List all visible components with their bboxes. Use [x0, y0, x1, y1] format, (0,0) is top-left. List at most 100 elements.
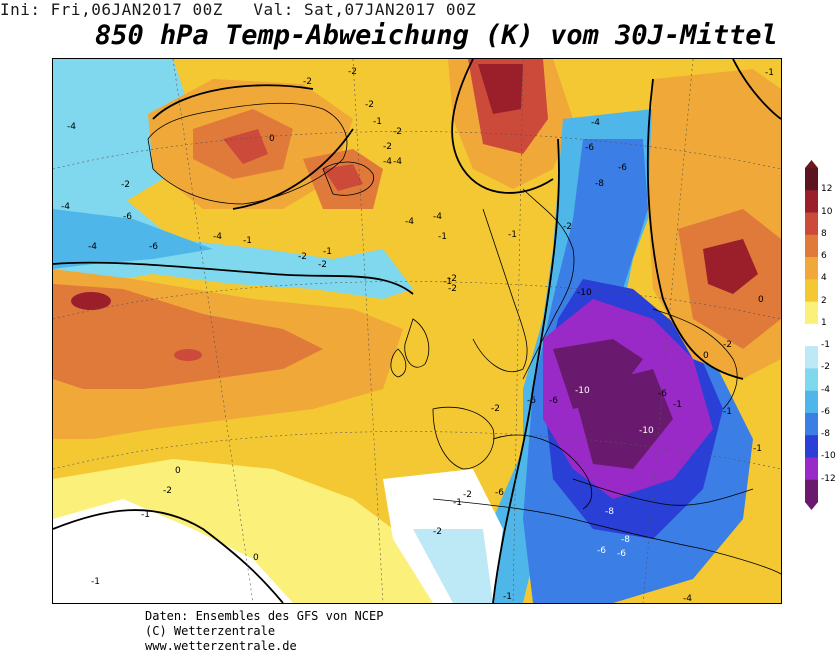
label-e-5: -1 [765, 68, 774, 78]
colorbar-tick-label: 6 [821, 251, 827, 262]
label-gr-1: 0 [269, 134, 275, 144]
label-s-3: 0 [253, 553, 259, 563]
colorbar-tick-label: 12 [821, 184, 833, 195]
colorbar-tick-label: -6 [821, 406, 830, 417]
label-e-4: -4 [683, 594, 692, 603]
valid-time: Val: Sat,07JAN2017 00Z [253, 0, 477, 19]
label-ce-4: -6 [549, 396, 558, 406]
label-ce-8: -6 [597, 546, 606, 556]
colorbar-segment [805, 212, 818, 236]
colorbar-tick-label: -8 [821, 429, 830, 440]
label-sc-3: -6 [618, 163, 627, 173]
colorbar-segment [805, 479, 818, 503]
russia-core [703, 239, 758, 294]
atlantic-max [71, 292, 111, 310]
colorbar-segment [805, 435, 818, 458]
atlantic-cold-area [53, 59, 193, 229]
atlantic-warm-core [53, 284, 323, 389]
label-gr-5: -1 [373, 117, 382, 127]
label-atl-7: -1 [243, 236, 252, 246]
label-s-6: -1 [453, 498, 462, 508]
colorbar-tick-label: 2 [821, 295, 827, 306]
zero-contour-greenland [152, 84, 354, 210]
iceland-core [323, 164, 363, 191]
colorbar-segment [805, 279, 818, 303]
subtropic-neutral [53, 499, 293, 603]
label-ce-6: -8 [605, 507, 614, 517]
label-gr-10: -4 [405, 217, 414, 227]
colorbar-segment [805, 390, 818, 414]
russia-north-warm [668, 99, 753, 169]
label-sc-6: -1 [508, 230, 517, 240]
label-e-6: -1 [753, 444, 762, 454]
label-gr-9: -4 [393, 157, 402, 167]
label-atl-10: -2 [298, 252, 307, 262]
zero-contour-europe [492, 138, 560, 603]
label-gr-7: -2 [383, 142, 392, 152]
colorbar-segment [805, 257, 818, 280]
colorbar-tick-label: -2 [821, 362, 830, 373]
colorbar-tick-label: -1 [821, 340, 830, 351]
label-ce-9: -6 [617, 549, 626, 559]
colorbar-tick-label: -12 [821, 473, 836, 484]
label-e-1: 0 [703, 351, 709, 361]
label-gr-4: -2 [365, 100, 374, 110]
label-ce-5: -10 [639, 426, 654, 436]
label-gr-6: -2 [393, 127, 402, 137]
label-sc-7: -4 [433, 212, 442, 222]
label-sc-8: -2 [448, 274, 457, 284]
colorbar [805, 160, 818, 510]
init-time: Ini: Fri,06JAN2017 00Z [0, 0, 223, 19]
colorbar-tick-label: -10 [821, 451, 836, 462]
label-atl-4: -4 [61, 202, 70, 212]
north-africa-cool [413, 529, 493, 603]
label-ce-12: -6 [658, 389, 667, 399]
colorbar-segment [805, 301, 818, 325]
label-ce-7: -8 [621, 535, 630, 545]
label-atl-6: -6 [149, 242, 158, 252]
label-gr-3: -2 [348, 67, 357, 77]
colorbar-tick-label: 1 [821, 317, 827, 328]
label-s-5: -2 [463, 490, 472, 500]
anomaly-map: -4 -2 -6 -4 -4 -6 -1 -4 -1 -2 -2 -1 -1 -… [52, 58, 782, 604]
map-canvas: -4 -2 -6 -4 -4 -6 -1 -4 -1 -2 -2 -1 -1 -… [53, 59, 781, 603]
label-atl-3: -6 [123, 212, 132, 222]
colorbar-segment [805, 346, 818, 369]
colorbar-tick-label: -4 [821, 384, 830, 395]
label-e-2: 0 [758, 295, 764, 305]
credits-url[interactable]: www.wetterzentrale.de [145, 639, 297, 653]
colorbar-segment [805, 190, 818, 214]
graticule [53, 59, 781, 603]
credits-copyright: (C) Wetterzentrale [145, 624, 276, 638]
label-ce-10: -6 [495, 488, 504, 498]
norway-sea-max [478, 64, 523, 114]
label-sc-1: -4 [591, 118, 600, 128]
label-atl-2: -2 [121, 180, 130, 190]
zero-contour-atlantic [53, 261, 414, 295]
cold-core-b [573, 369, 673, 469]
label-ce-11: -2 [491, 404, 500, 414]
label-s-1: -2 [163, 486, 172, 496]
label-atl-1: -4 [67, 122, 76, 132]
zero-contour-norway [451, 59, 554, 194]
colorbar-segment [805, 323, 818, 347]
label-e-3: -2 [723, 340, 732, 350]
label-atl-12: -1 [438, 232, 447, 242]
label-ce-13: -1 [673, 400, 682, 410]
colorbar-segment [805, 234, 818, 258]
label-gr-8: -4 [383, 157, 392, 167]
contour-labels: -4 -2 -6 -4 -4 -6 -1 -4 -1 -2 -2 -1 -1 -… [61, 67, 774, 603]
zero-contour-subtropic [53, 509, 284, 603]
credits: Daten: Ensembles des GFS von NCEP (C) We… [145, 609, 383, 654]
label-s-8: -2 [433, 527, 442, 537]
colorbar-tick-label: 10 [821, 206, 833, 217]
colorbar-top-arrow [805, 160, 818, 168]
run-info: Ini: Fri,06JAN2017 00Z Val: Sat,07JAN201… [0, 0, 476, 19]
atlantic-max-2 [174, 349, 202, 361]
colorbar-bottom-arrow [805, 502, 818, 510]
label-s-4: 0 [175, 466, 181, 476]
label-s-7: -1 [91, 577, 100, 587]
colorbar-segment [805, 168, 818, 191]
label-ce-1: -10 [577, 288, 592, 298]
labrador-cold-area [53, 189, 413, 299]
